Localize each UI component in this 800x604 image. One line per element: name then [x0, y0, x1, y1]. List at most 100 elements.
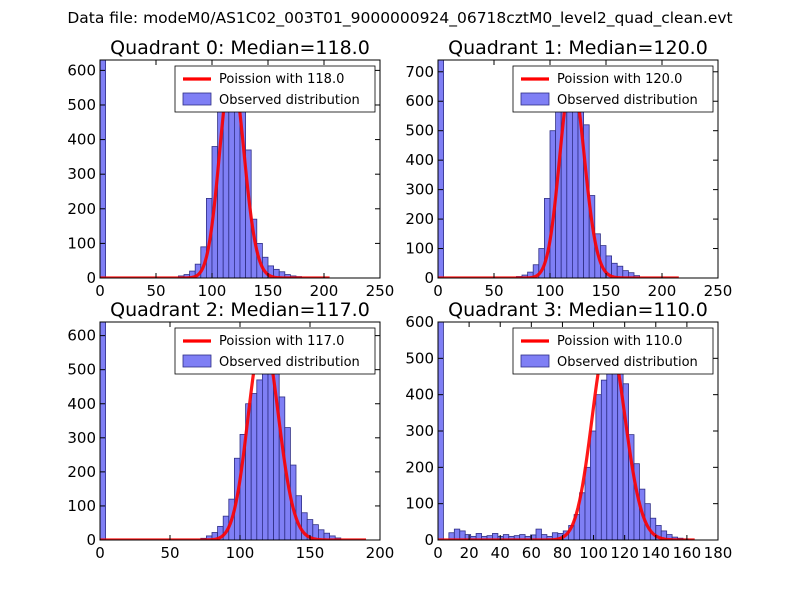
legend: Poission with 120.0 Observed distribution: [512, 65, 714, 113]
chart-title: Quadrant 3: Median=110.0: [448, 299, 708, 321]
y-tick-label: 300: [405, 181, 434, 199]
legend: Poission with 110.0 Observed distribution: [512, 327, 714, 375]
x-tick-label: 140: [641, 544, 670, 562]
histogram-bar: [600, 379, 608, 540]
x-tick-label: 80: [553, 544, 572, 562]
x-tick-label: 150: [254, 282, 283, 300]
y-tick-label: 500: [67, 361, 96, 379]
chart-panel-0: 0 50 100 150 200 250 0 100 200 300 400 500 600 Quadra…: [67, 37, 394, 300]
x-tick-label: 150: [296, 544, 325, 562]
y-tick-label: 300: [405, 422, 434, 440]
y-tick-label: 600: [405, 313, 434, 331]
figure-suptitle: Data file: modeM0/AS1C02_003T01_90000009…: [67, 9, 733, 27]
x-tick-label: 100: [536, 282, 565, 300]
y-tick-label: 200: [405, 210, 434, 228]
legend-bar-swatch: [520, 92, 550, 106]
x-tick-label: 50: [484, 282, 503, 300]
x-tick-label: 0: [433, 544, 443, 562]
x-tick-label: 20: [460, 544, 479, 562]
y-tick-label: 300: [67, 429, 96, 447]
y-tick-label: 600: [67, 61, 96, 79]
chart-title: Quadrant 2: Median=117.0: [110, 299, 370, 321]
histogram-bar: [438, 60, 444, 278]
histogram-bar: [595, 394, 602, 540]
poisson-curve: [438, 76, 680, 278]
x-tick-label: 50: [146, 282, 165, 300]
x-tick-label: 60: [522, 544, 541, 562]
y-tick-label: 500: [67, 96, 96, 114]
x-tick-label: 160: [673, 544, 702, 562]
x-tick-label: 150: [592, 282, 621, 300]
plot-frame: [99, 59, 381, 279]
y-tick-label: 500: [405, 122, 434, 140]
y-tick-label: 700: [405, 63, 434, 81]
y-tick-label: 400: [67, 131, 96, 149]
legend-label-observed: Observed distribution: [557, 93, 698, 108]
plot-frame: [437, 59, 719, 279]
y-tick-label: 200: [405, 458, 434, 476]
y-tick-label: 600: [405, 92, 434, 110]
y-tick-label: 0: [86, 531, 96, 549]
histogram-bar: [261, 362, 269, 540]
legend-bar-swatch: [520, 354, 550, 368]
legend-label-observed: Observed distribution: [219, 355, 360, 370]
histogram-bar: [584, 466, 591, 540]
legend-label-observed: Observed distribution: [219, 93, 360, 108]
x-tick-label: 200: [310, 282, 339, 300]
x-tick-label: 40: [491, 544, 510, 562]
legend-bar-swatch: [182, 354, 212, 368]
x-tick-label: 200: [648, 282, 677, 300]
x-tick-label: 200: [366, 544, 395, 562]
x-tick-label: 0: [433, 282, 443, 300]
y-tick-label: 400: [67, 395, 96, 413]
y-tick-label: 0: [86, 269, 96, 287]
histogram-bar: [590, 430, 597, 540]
x-tick-label: 100: [198, 282, 227, 300]
chart-panel-2: 0 50 100 150 200 0 100 200 300 400 500 600 Quadrant …: [67, 299, 394, 562]
histogram-bar: [256, 379, 263, 540]
histogram-bar: [535, 528, 542, 540]
x-tick-label: 0: [95, 282, 105, 300]
y-tick-label: 100: [67, 234, 96, 252]
x-tick-label: 50: [160, 544, 179, 562]
x-tick-label: 0: [95, 544, 105, 562]
x-tick-label: 250: [704, 282, 733, 300]
y-tick-label: 100: [405, 240, 434, 258]
legend-label-observed: Observed distribution: [557, 355, 698, 370]
poisson-curve: [438, 334, 695, 540]
chart-panel-1: 0 50 100 150 200 250 0 100 200 300 400 500 600 700 Qua…: [405, 37, 732, 300]
legend: Poission with 118.0 Observed distribution: [174, 65, 376, 113]
chart-panel-3: 0 20 40 60 80 100 120 140 160 1800100200300400500…: [405, 299, 732, 562]
y-tick-label: 0: [424, 531, 434, 549]
y-tick-label: 400: [405, 386, 434, 404]
x-tick-label: 100: [226, 544, 255, 562]
y-tick-label: 600: [67, 327, 96, 345]
y-tick-label: 200: [67, 200, 96, 218]
y-tick-label: 200: [67, 463, 96, 481]
x-tick-label: 250: [366, 282, 395, 300]
histogram-bar: [100, 322, 106, 540]
y-tick-label: 0: [424, 269, 434, 287]
x-tick-label: 100: [579, 544, 608, 562]
x-tick-label: 180: [704, 544, 733, 562]
histogram-bar: [572, 86, 579, 278]
y-tick-label: 300: [67, 165, 96, 183]
legend: Poission with 117.0 Observed distribution: [174, 327, 376, 375]
legend-label-poisson: Poission with 120.0: [557, 72, 682, 87]
histogram-bar: [250, 393, 258, 540]
legend-label-poisson: Poission with 118.0: [219, 72, 344, 87]
legend-label-poisson: Poission with 110.0: [557, 334, 682, 349]
y-tick-label: 100: [405, 495, 434, 513]
y-tick-label: 100: [67, 497, 96, 515]
y-tick-label: 400: [405, 151, 434, 169]
x-tick-label: 120: [610, 544, 639, 562]
histogram-bar: [606, 365, 613, 540]
y-tick-label: 500: [405, 349, 434, 367]
histogram-bar: [100, 60, 106, 278]
legend-label-poisson: Poission with 117.0: [219, 334, 344, 349]
chart-title: Quadrant 0: Median=118.0: [110, 37, 370, 59]
legend-bar-swatch: [182, 92, 212, 106]
chart-title: Quadrant 1: Median=120.0: [448, 37, 708, 59]
